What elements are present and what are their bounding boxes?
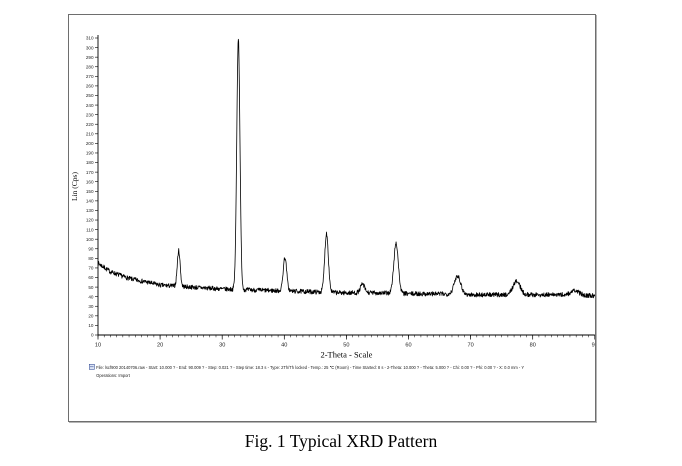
svg-text:170: 170 <box>86 170 94 175</box>
svg-text:150: 150 <box>86 189 94 194</box>
svg-text:200: 200 <box>86 141 94 146</box>
svg-text:60: 60 <box>405 343 411 349</box>
svg-text:110: 110 <box>86 227 94 232</box>
svg-text:300: 300 <box>86 45 94 50</box>
svg-text:140: 140 <box>86 199 94 204</box>
svg-text:100: 100 <box>86 237 94 242</box>
svg-text:70: 70 <box>467 343 473 349</box>
svg-text:220: 220 <box>86 122 94 127</box>
svg-text:260: 260 <box>86 84 94 89</box>
svg-text:190: 190 <box>86 151 94 156</box>
svg-text:160: 160 <box>86 179 94 184</box>
svg-text:50: 50 <box>343 343 349 349</box>
svg-text:10: 10 <box>88 323 94 328</box>
svg-text:250: 250 <box>86 93 94 98</box>
svg-text:80: 80 <box>530 343 536 349</box>
svg-text:230: 230 <box>86 112 94 117</box>
svg-text:30: 30 <box>88 304 94 309</box>
svg-text:90: 90 <box>88 246 94 251</box>
svg-text:130: 130 <box>86 208 94 213</box>
svg-text:270: 270 <box>86 74 94 79</box>
svg-text:30: 30 <box>219 343 225 349</box>
svg-text:310: 310 <box>86 36 94 41</box>
xrd-figure-frame: 0 10 20 30 40 50 60 70 80 90 100 110 120 130 140 150 160… <box>68 14 596 422</box>
svg-text:120: 120 <box>86 218 94 223</box>
svg-text:240: 240 <box>86 103 94 108</box>
svg-text:180: 180 <box>86 160 94 165</box>
operations-text: Operations: Import <box>96 373 130 378</box>
svg-text:20: 20 <box>88 314 94 319</box>
svg-text:80: 80 <box>88 256 94 261</box>
svg-text:0: 0 <box>91 333 94 338</box>
svg-text:210: 210 <box>86 132 94 137</box>
scan-file-icon <box>89 364 95 370</box>
svg-text:60: 60 <box>88 275 94 280</box>
figure-caption: Fig. 1 Typical XRD Pattern <box>244 431 438 451</box>
svg-text:70: 70 <box>88 266 94 271</box>
svg-text:2-Theta - Scale: 2-Theta - Scale <box>320 350 372 360</box>
scan-info-text: File: lscf900 20140706.raw - Start: 10.0… <box>96 365 525 371</box>
svg-text:280: 280 <box>86 64 94 69</box>
svg-text:40: 40 <box>88 294 94 299</box>
scan-metadata: File: lscf900 20140706.raw - Start: 10.0… <box>89 364 579 379</box>
svg-text:290: 290 <box>86 55 94 60</box>
scan-info-line: File: lscf900 20140706.raw - Start: 10.0… <box>89 364 579 372</box>
svg-text:50: 50 <box>88 285 94 290</box>
svg-text:10: 10 <box>95 343 101 349</box>
svg-text:40: 40 <box>281 343 287 349</box>
xrd-chart: 0102030405060708090100110120130140150160… <box>70 35 595 360</box>
svg-text:90: 90 <box>592 343 595 349</box>
svg-text:Lin (Cps): Lin (Cps) <box>70 172 79 201</box>
svg-text:20: 20 <box>157 343 163 349</box>
